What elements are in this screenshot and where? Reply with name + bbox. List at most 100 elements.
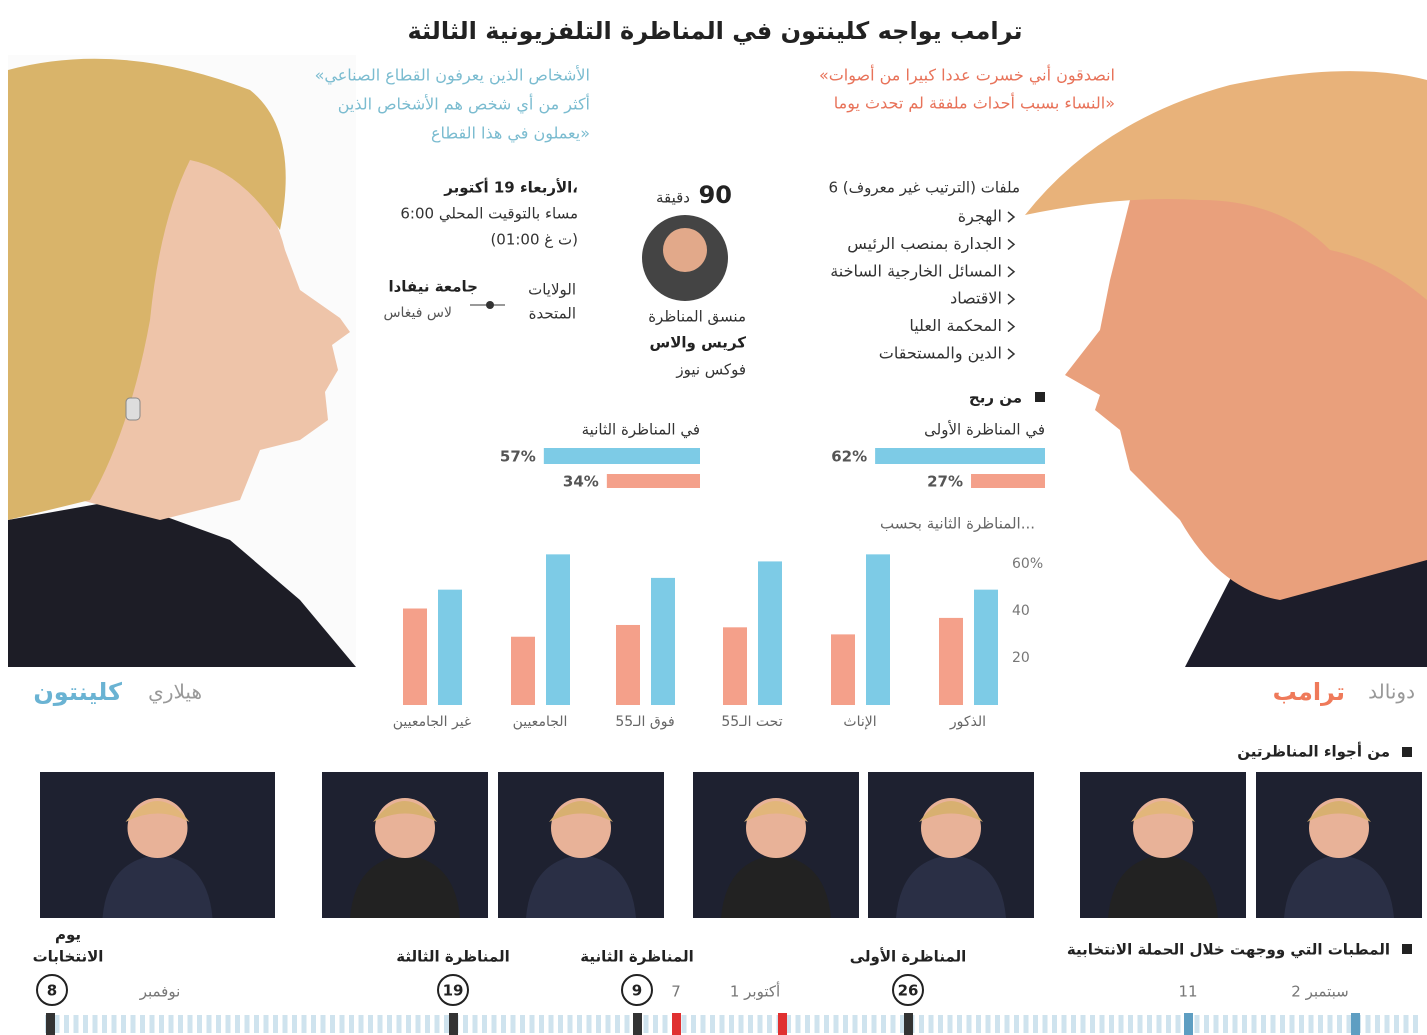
event-city: لاس فيغاس <box>383 305 452 321</box>
topic: الاقتصاد <box>950 289 1002 308</box>
day-cell <box>121 1015 126 1033</box>
bar <box>758 561 782 705</box>
bar <box>831 634 855 705</box>
day-cell <box>1014 1015 1019 1033</box>
day-cell <box>1327 1015 1333 1033</box>
day-cell <box>425 1015 430 1033</box>
trump-last: ترامب <box>1273 678 1345 706</box>
day-cell <box>396 1015 402 1033</box>
day-cell <box>786 1015 791 1033</box>
y-tick-label: 40 <box>1012 603 1030 619</box>
day-cell <box>501 1015 506 1033</box>
day-cell <box>805 1015 810 1033</box>
day-cell <box>1270 1015 1276 1033</box>
day-cell <box>681 1015 687 1033</box>
day-cell <box>178 1015 183 1033</box>
day-cell <box>320 1015 326 1033</box>
photo-body <box>1108 855 1218 918</box>
trump-portrait <box>1025 71 1427 667</box>
bar <box>974 589 998 705</box>
day-cell <box>54 1015 60 1033</box>
photo-hair <box>373 801 437 822</box>
moderator-network: فوكس نيوز <box>675 361 746 379</box>
day-cell <box>1175 1015 1181 1033</box>
day-cell <box>814 1015 820 1033</box>
day-cell <box>833 1015 839 1033</box>
day-cell <box>985 1015 991 1033</box>
day-cell <box>1308 1015 1314 1033</box>
topic: الجدارة بمنصب الرئيس <box>847 234 1002 254</box>
day-cell <box>729 1015 734 1033</box>
photo-hair <box>919 801 983 822</box>
event-label: الانتخابات <box>33 948 104 966</box>
day-cell <box>643 1015 649 1033</box>
day-cell <box>1289 1015 1295 1033</box>
event-circle <box>437 974 469 1006</box>
bar <box>606 474 700 488</box>
event-circle <box>892 974 924 1006</box>
day-cell <box>368 1015 373 1033</box>
day-cell <box>263 1015 269 1033</box>
day-cell <box>957 1015 962 1033</box>
day-cell <box>871 1015 877 1033</box>
bar <box>438 589 462 705</box>
day-cell <box>767 1015 772 1033</box>
day-cell <box>311 1015 316 1033</box>
moderator-role: منسق المناظرة <box>648 308 746 326</box>
day-cell <box>586 1015 592 1033</box>
photo-hair <box>744 801 808 822</box>
chevron <box>1007 321 1016 333</box>
day-cell <box>1023 1015 1029 1033</box>
day-cell <box>197 1015 202 1033</box>
earring <box>125 397 141 421</box>
bar <box>616 624 640 705</box>
day-cell <box>624 1015 630 1033</box>
hair <box>8 58 286 520</box>
day-cell <box>539 1015 544 1033</box>
day-cell <box>83 1015 88 1033</box>
day-cell <box>1232 1015 1238 1033</box>
day-cell <box>653 1015 658 1033</box>
day-cell <box>719 1015 725 1033</box>
day-cell <box>558 1015 563 1033</box>
day-cell <box>1147 1015 1152 1033</box>
day-cell <box>1384 1015 1390 1033</box>
day-cell <box>700 1015 706 1033</box>
day-cell <box>862 1015 867 1033</box>
photo-body <box>526 855 636 918</box>
day-cell <box>1251 1015 1257 1033</box>
day-cell <box>444 1015 449 1033</box>
x-tick-label: غير الجامعيين <box>393 714 472 730</box>
day-cell <box>187 1015 193 1033</box>
moderator-name: كريس والاس <box>650 334 747 352</box>
date-label: 7 <box>671 983 681 1001</box>
day-cell <box>168 1015 174 1033</box>
day-cell <box>482 1015 487 1033</box>
event-venue: جامعة نيفادا <box>388 278 478 296</box>
day-cell <box>852 1015 858 1033</box>
clinton-quote: أكثر من أي شخص هم الأشخاص الذين <box>338 94 590 115</box>
marker <box>1351 1013 1360 1035</box>
day-cell <box>757 1015 763 1033</box>
photo-hair <box>1131 801 1195 822</box>
day-cell <box>738 1015 744 1033</box>
day-cell <box>890 1015 896 1033</box>
day-cell <box>1337 1015 1342 1033</box>
photo-body <box>1284 855 1394 918</box>
day-cell <box>358 1015 364 1033</box>
day-cell <box>1299 1015 1304 1033</box>
value-label: 57% <box>500 448 536 466</box>
x-tick-label: الذكور <box>949 714 986 730</box>
day-cell <box>605 1015 611 1033</box>
day-cell <box>1004 1015 1010 1033</box>
timeline-heading: المطبات التي ووجهت خلال الحملة الانتخابي… <box>1067 941 1390 959</box>
day-cell <box>301 1015 307 1033</box>
day-cell <box>225 1015 231 1033</box>
bullet <box>1402 944 1412 954</box>
day-cell <box>339 1015 345 1033</box>
day-cell <box>691 1015 696 1033</box>
marker <box>672 1013 681 1035</box>
photos-heading: من أجواء المناظرتين <box>1237 742 1390 761</box>
day-cell <box>1137 1015 1143 1033</box>
day-cell <box>843 1015 848 1033</box>
